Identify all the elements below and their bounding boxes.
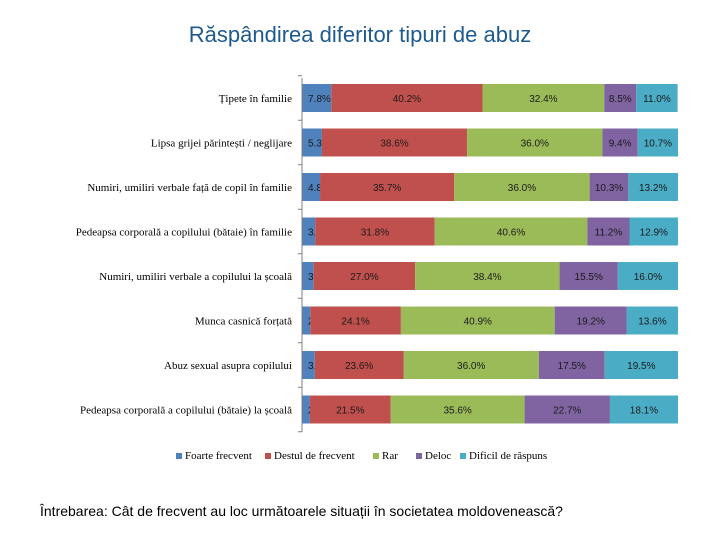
question-label: Întrebarea:: [40, 503, 108, 519]
data-label: 40.6%: [497, 228, 525, 239]
bar-segment: [559, 262, 618, 290]
category-label: Numiri, umiliri verbale a copilului la ș…: [99, 271, 292, 283]
category-label: Pedeapsa corporală a copilului (bătaie) …: [80, 405, 292, 417]
bar-segment: [302, 173, 321, 201]
bar-segment: [302, 217, 316, 246]
bar-segment: [626, 306, 678, 335]
bar-segment: [310, 306, 401, 335]
data-label: 4.8%: [308, 183, 331, 194]
data-label: 31.8%: [361, 228, 389, 239]
bar-segment: [587, 217, 630, 246]
category-label: Pedeapsa corporală a copilului (bătaie) …: [76, 227, 292, 239]
bar-segment: [313, 262, 416, 290]
bar-segment: [390, 395, 525, 424]
data-label: 8.5%: [609, 94, 632, 105]
data-label: 15.5%: [575, 272, 603, 283]
data-label: 36.0%: [521, 139, 549, 150]
legend-label: Deloc: [425, 450, 451, 462]
data-label: 38.4%: [473, 272, 501, 283]
bar-segment: [302, 128, 322, 157]
survey-question: Întrebarea: Cât de frecvent au loc următ…: [40, 503, 563, 519]
data-label: 11.2%: [595, 228, 623, 239]
data-label: 12.9%: [640, 228, 668, 239]
data-label: 9.4%: [609, 139, 632, 150]
data-label: 38.6%: [380, 139, 408, 150]
category-label: Numiri, umiliri verbale față de copil în…: [87, 182, 292, 194]
bar-segment: [434, 217, 588, 246]
legend-label: Rar: [382, 450, 398, 462]
category-label: Abuz sexual asupra copilului: [164, 360, 292, 372]
bar-segment: [302, 351, 315, 379]
chart-title: Răspândirea diferitor tipuri de abuz: [188, 22, 532, 47]
data-label: 35.7%: [373, 183, 401, 194]
stacked-bar-chart: Țipete în familie 7.8% 40.2% 32.4% 8.5% 11.0%…: [76, 75, 678, 462]
bar-segment: [315, 217, 435, 246]
data-label: 22.7%: [553, 406, 581, 417]
legend-swatch: [416, 453, 422, 459]
data-label: 10.7%: [644, 139, 672, 150]
bar-segment: [403, 351, 539, 379]
bar-segment: [302, 306, 311, 335]
bar-segment: [309, 395, 391, 424]
data-label: 10.3%: [595, 183, 623, 194]
legend-label: Foarte frecvent: [185, 450, 252, 462]
data-label: 40.2%: [393, 94, 421, 105]
category-label: Lipsa grijei părintești / neglijare: [151, 138, 292, 150]
bar-segment: [589, 173, 629, 201]
question-text: Cât de frecvent au loc următoarele situa…: [107, 503, 563, 519]
data-label: 32.4%: [529, 94, 557, 105]
bar-segment: [314, 351, 404, 379]
bar-segment: [302, 262, 314, 290]
bar-segment: [400, 306, 555, 335]
bar-segment: [637, 128, 678, 157]
bar-segment: [482, 84, 605, 112]
bar-segment: [629, 217, 678, 246]
data-label: 27.0%: [350, 272, 378, 283]
bar-segment: [321, 128, 468, 157]
bar-segment: [609, 395, 678, 424]
bar-segment: [604, 351, 678, 379]
bar-segment: [628, 173, 678, 201]
data-label: 13.2%: [639, 183, 667, 194]
bar-segment: [617, 262, 678, 290]
data-label: 36.0%: [508, 183, 536, 194]
bar-segment: [415, 262, 560, 290]
data-label: 13.6%: [638, 317, 666, 328]
data-label: 23.6%: [345, 361, 373, 372]
data-label: 17.5%: [558, 361, 586, 372]
data-label: 16.0%: [634, 272, 662, 283]
data-label: 19.5%: [627, 361, 655, 372]
bar-segment: [636, 84, 678, 112]
bar-segment: [602, 128, 638, 157]
data-label: 40.9%: [464, 317, 492, 328]
data-label: 21.5%: [336, 406, 364, 417]
bar-segment: [467, 128, 603, 157]
bar-segment: [454, 173, 590, 201]
bar-segment: [524, 395, 610, 424]
bar-segment: [320, 173, 455, 201]
legend-swatch: [176, 453, 182, 459]
legend-label: Dificil de răspuns: [469, 450, 547, 462]
legend-swatch: [265, 453, 271, 459]
bar-segment: [554, 306, 627, 335]
data-label: 18.1%: [630, 406, 658, 417]
data-label: 24.1%: [341, 317, 369, 328]
legend-swatch: [373, 453, 379, 459]
category-label: Munca casnică forțată: [195, 316, 292, 328]
data-label: 35.6%: [443, 406, 471, 417]
bar-segment: [604, 84, 637, 112]
data-label: 36.0%: [457, 361, 485, 372]
bar-segment: [331, 84, 483, 112]
bar-segment: [302, 84, 332, 112]
data-label: 5.3%: [308, 139, 331, 150]
data-label: 11.0%: [643, 94, 671, 105]
legend-label: Destul de frecvent: [274, 450, 355, 462]
data-label: 7.8%: [308, 94, 331, 105]
legend-swatch: [460, 453, 466, 459]
bar-segment: [538, 351, 605, 379]
bar-segment: [302, 395, 310, 424]
category-label: Țipete în familie: [219, 93, 292, 105]
data-label: 19.2%: [577, 317, 605, 328]
